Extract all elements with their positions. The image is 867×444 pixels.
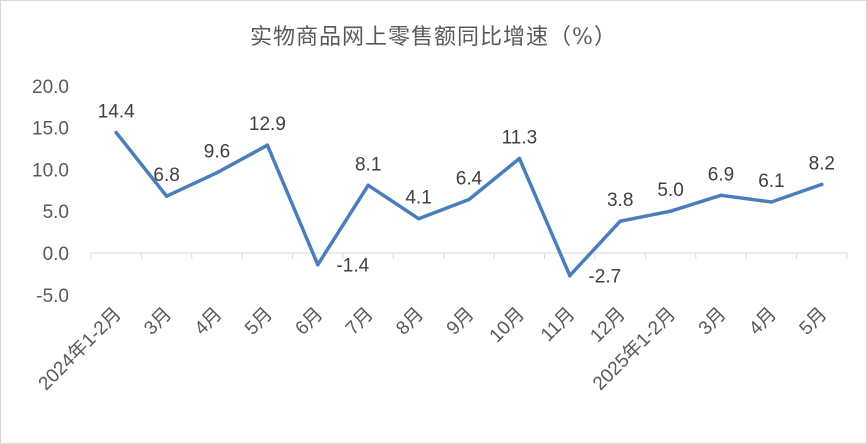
data-label: 4.1	[405, 188, 431, 209]
y-tick-label: 15.0	[32, 119, 69, 140]
x-tick-label: 12月	[587, 304, 630, 347]
x-tick-label: 4月	[191, 304, 227, 340]
x-tick-label: 5月	[796, 304, 832, 340]
data-point	[215, 170, 219, 175]
data-point	[467, 197, 471, 202]
data-label: 11.3	[502, 128, 538, 149]
x-tick-label: 11月	[537, 304, 579, 346]
data-point	[316, 262, 320, 267]
data-label: -2.7	[588, 267, 621, 288]
data-point	[769, 200, 774, 204]
data-point	[668, 209, 673, 213]
x-tick-label: 7月	[342, 304, 378, 340]
x-tick-label: 3月	[140, 304, 176, 340]
y-tick-label: 5.0	[43, 202, 69, 223]
data-point	[719, 193, 723, 198]
y-tick-label: 0.0	[43, 244, 69, 265]
data-label: 12.9	[249, 114, 286, 135]
data-point	[164, 194, 169, 198]
data-label: 8.1	[355, 154, 381, 175]
data-label: 6.1	[758, 171, 784, 192]
x-tick-label: 4月	[745, 304, 781, 340]
y-tick-label: -5.0	[36, 286, 69, 307]
x-tick-label: 2024年1-2月	[34, 303, 126, 395]
data-point	[618, 219, 622, 223]
data-label: 6.9	[708, 164, 734, 185]
x-tick-label: 5月	[241, 304, 277, 340]
x-tick-label: 10月	[486, 304, 529, 347]
data-label: -1.4	[336, 256, 369, 277]
data-label: 5.0	[657, 180, 683, 201]
data-label: 3.8	[607, 190, 633, 211]
data-point	[114, 130, 118, 135]
data-point	[820, 182, 824, 187]
chart-title: 实物商品网上零售额同比增速（%）	[250, 25, 617, 50]
data-point	[366, 183, 370, 188]
data-label: 8.2	[809, 153, 835, 174]
data-point	[568, 273, 572, 278]
x-tick-label: 8月	[392, 304, 428, 340]
data-point	[265, 143, 270, 147]
data-label: 14.4	[98, 102, 135, 123]
data-point	[517, 156, 522, 161]
data-label: 9.6	[204, 142, 230, 163]
y-tick-label: 10.0	[32, 160, 69, 181]
x-tick-label: 3月	[695, 304, 731, 340]
x-tick-label: 9月	[443, 304, 479, 340]
y-tick-label: 20.0	[32, 77, 69, 98]
data-label: 6.8	[153, 165, 179, 186]
data-label: 6.4	[456, 168, 483, 189]
data-point	[416, 216, 421, 221]
x-tick-label: 6月	[292, 304, 328, 340]
